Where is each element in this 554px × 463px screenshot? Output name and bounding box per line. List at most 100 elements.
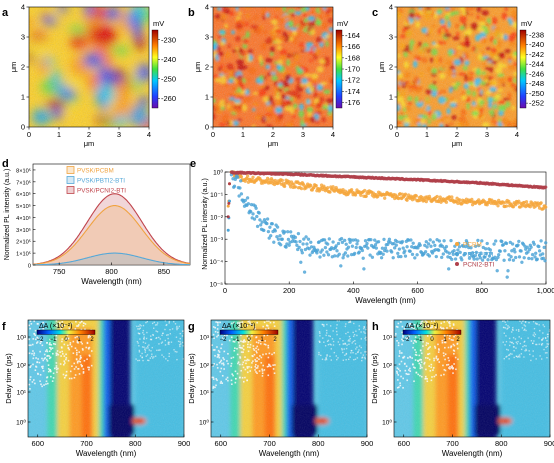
- data-point: [497, 253, 501, 257]
- colorbar-label: ΔA (×10⁻²): [405, 323, 438, 330]
- data-point: [441, 252, 445, 256]
- data-point: [333, 254, 337, 258]
- data-point: [440, 255, 444, 260]
- data-point: [246, 202, 251, 206]
- data-point: [450, 195, 454, 199]
- x-axis-label: Wavelength (nm): [81, 277, 142, 286]
- data-point: [470, 251, 475, 255]
- colorbar-unit: mV: [521, 19, 532, 28]
- x-tick-label: 0: [395, 130, 399, 139]
- data-point: [405, 245, 409, 249]
- ta-map-f: [28, 320, 184, 437]
- data-point: [326, 242, 330, 246]
- colorbar-tick-label: -172: [345, 76, 360, 85]
- data-point: [494, 239, 498, 243]
- data-point: [282, 230, 287, 234]
- data-point: [452, 249, 456, 253]
- data-point: [337, 252, 341, 256]
- data-point: [356, 239, 360, 243]
- x-tick-label: 800: [476, 286, 489, 295]
- y-tick-label: 10¹: [17, 390, 27, 397]
- y-tick-label: 10³: [383, 335, 393, 342]
- data-point: [394, 243, 398, 247]
- x-tick-label: 800: [495, 439, 508, 448]
- data-point: [341, 188, 345, 192]
- data-point: [245, 196, 250, 200]
- data-point: [516, 243, 520, 247]
- data-point: [508, 240, 512, 245]
- data-point: [353, 251, 357, 256]
- data-point: [400, 239, 405, 244]
- data-point: [334, 244, 338, 248]
- legend-swatch: [66, 176, 75, 184]
- data-point: [239, 175, 244, 179]
- data-point: [517, 199, 521, 203]
- colorbar: [519, 29, 527, 109]
- x-tick-label: 1: [57, 130, 61, 139]
- y-axis-label: Normalized PL intensity (a.u.): [202, 178, 209, 270]
- data-point: [470, 197, 474, 202]
- data-point: [539, 201, 543, 205]
- data-point: [517, 255, 522, 259]
- x-axis-label: Wavelength (nm): [76, 449, 137, 458]
- colorbar-tick-label: −1: [50, 337, 58, 343]
- data-point: [266, 229, 271, 234]
- data-point: [537, 244, 541, 249]
- y-tick-label: 10¹: [200, 390, 210, 397]
- y-tick-label: 3: [21, 33, 25, 42]
- y-tick-label: 10⁰: [199, 419, 209, 427]
- data-point: [495, 269, 499, 273]
- y-tick-label: 4×10⁵: [16, 215, 31, 222]
- colorbar-tick-label: −1: [233, 337, 241, 343]
- data-point: [506, 269, 510, 273]
- data-point: [344, 242, 348, 246]
- x-axis-label: Wavelength (nm): [259, 449, 320, 458]
- data-point: [386, 242, 390, 247]
- data-point: [522, 256, 526, 260]
- data-point: [451, 252, 455, 257]
- data-point: [496, 255, 500, 260]
- data-point: [278, 234, 282, 238]
- colorbar-tick-label: -250: [529, 89, 544, 98]
- colorbar-tick-label: -174: [345, 87, 360, 96]
- data-point: [235, 175, 240, 179]
- y-tick-label: 3: [205, 33, 209, 42]
- data-point: [239, 179, 243, 183]
- panel-letter-h: h: [372, 321, 379, 333]
- data-point: [385, 249, 389, 253]
- data-point: [510, 242, 515, 246]
- data-point: [453, 244, 457, 248]
- data-point: [314, 183, 318, 188]
- y-tick-label: 0: [389, 123, 393, 132]
- data-point: [363, 188, 367, 193]
- data-point: [425, 245, 429, 249]
- data-point: [392, 241, 396, 246]
- colorbar-label: ΔA (×10⁻²): [222, 323, 255, 330]
- data-point: [399, 254, 403, 259]
- x-tick-label: 2: [87, 130, 91, 139]
- y-tick-label: 1: [205, 93, 209, 102]
- colorbar-tick-label: 2: [273, 337, 277, 343]
- data-point: [541, 252, 545, 256]
- legend-label: PVSK/PCNI2-BTI: [77, 188, 126, 195]
- data-point: [293, 235, 298, 240]
- data-point: [354, 245, 358, 250]
- y-tick-label: 3×10⁵: [16, 227, 31, 234]
- data-point: [361, 256, 365, 260]
- data-point: [460, 258, 464, 262]
- data-point: [431, 240, 435, 244]
- legend-label: PCNI2-BTI: [463, 262, 495, 269]
- data-point: [484, 251, 489, 256]
- x-tick-label: 4: [147, 130, 151, 139]
- data-point: [487, 254, 492, 258]
- colorbar-tick-label: -170: [345, 65, 360, 74]
- colorbar-tick-label: -250: [161, 74, 176, 83]
- y-tick-label: 0: [21, 123, 25, 132]
- data-point: [363, 239, 368, 243]
- data-point: [395, 239, 399, 244]
- data-point: [226, 228, 230, 232]
- data-point: [403, 249, 407, 253]
- data-point: [544, 205, 548, 209]
- data-point: [269, 234, 273, 238]
- data-point: [343, 251, 348, 255]
